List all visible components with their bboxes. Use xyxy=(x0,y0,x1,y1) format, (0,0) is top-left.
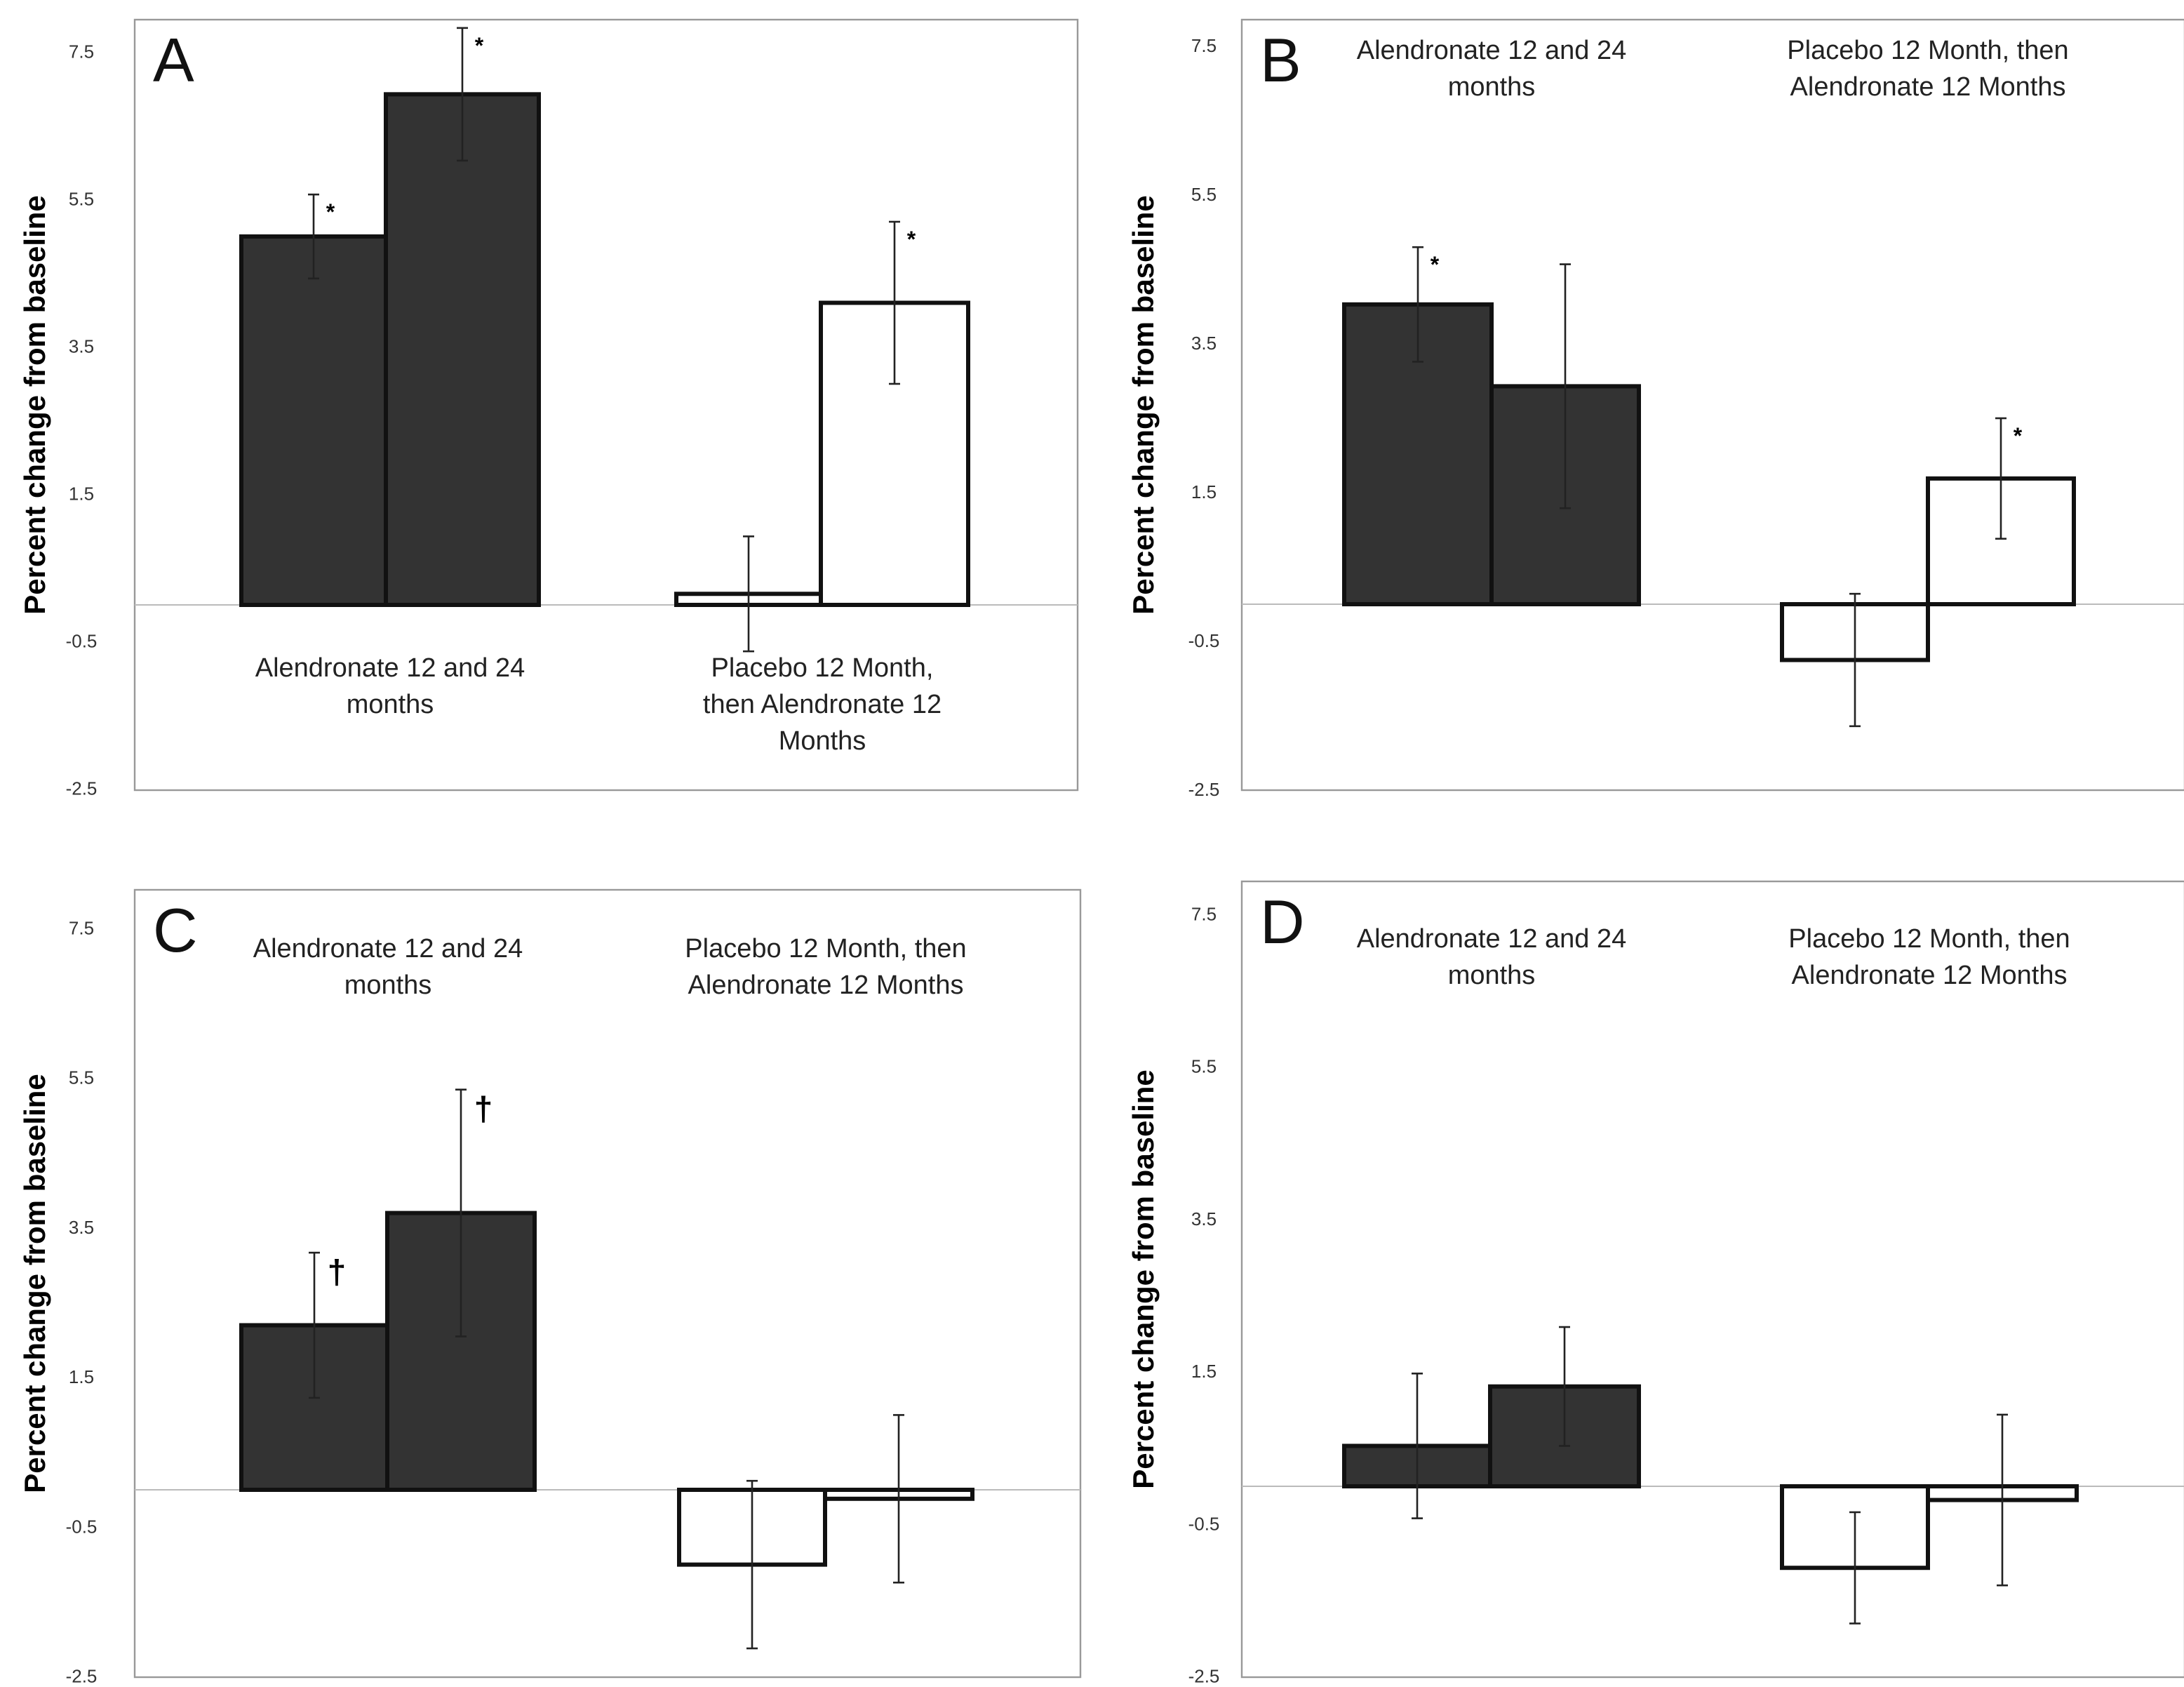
y-tick-label: 5.5 xyxy=(1191,184,1217,205)
plot-area-border xyxy=(1240,880,2184,1679)
significance-marker: * xyxy=(2014,423,2023,448)
category-label: Alendronate 12 and 24 xyxy=(1357,924,1627,954)
plot-area-border xyxy=(1240,18,2184,792)
y-tick-label: -2.5 xyxy=(1188,1666,1220,1687)
significance-marker: * xyxy=(1431,252,1440,277)
category-label: Alendronate 12 Months xyxy=(1790,72,2066,102)
y-tick-label: -0.5 xyxy=(66,631,98,652)
category-label: months xyxy=(344,971,432,1000)
y-tick-label: 1.5 xyxy=(69,484,94,505)
panel-label: C xyxy=(153,895,198,965)
significance-marker: † xyxy=(474,1091,493,1128)
y-tick-label: 1.5 xyxy=(1191,1361,1217,1382)
significance-marker: * xyxy=(475,33,484,58)
y-tick-label: -0.5 xyxy=(1188,1513,1220,1534)
bar xyxy=(384,92,541,608)
category-label: months xyxy=(1448,961,1536,990)
y-tick-label: 1.5 xyxy=(1191,481,1217,502)
y-tick-label: 5.5 xyxy=(69,189,94,210)
y-tick-label: 7.5 xyxy=(69,918,94,939)
category-label: Placebo 12 Month, xyxy=(711,653,934,683)
y-axis-label: Percent change from baseline xyxy=(1127,1069,1160,1489)
panel-label: B xyxy=(1260,25,1301,95)
y-tick-label: -2.5 xyxy=(66,1666,98,1687)
category-label: Placebo 12 Month, then xyxy=(685,934,966,963)
y-tick-label: 5.5 xyxy=(1191,1056,1217,1077)
y-axis-label: Percent change from baseline xyxy=(1127,195,1160,615)
y-tick-label: -0.5 xyxy=(1188,630,1220,651)
y-tick-label: -2.5 xyxy=(66,778,98,799)
category-label: Alendronate 12 and 24 xyxy=(255,653,525,683)
category-label: Months xyxy=(779,726,866,756)
panel-label: A xyxy=(153,25,194,95)
y-tick-label: 7.5 xyxy=(69,41,94,62)
category-label: months xyxy=(347,690,434,719)
significance-marker: † xyxy=(328,1254,347,1291)
plot-area-border xyxy=(133,888,1082,1679)
y-tick-label: -2.5 xyxy=(1188,779,1220,800)
category-label: Alendronate 12 and 24 xyxy=(1357,36,1627,65)
y-tick-label: 1.5 xyxy=(69,1366,94,1387)
plot-area-border xyxy=(133,18,1079,792)
y-tick-label: -0.5 xyxy=(66,1516,98,1537)
category-label: Placebo 12 Month, then xyxy=(1787,36,2068,65)
significance-marker: * xyxy=(907,227,916,252)
y-tick-label: 3.5 xyxy=(69,336,94,357)
category-label: Alendronate 12 and 24 xyxy=(253,934,523,963)
y-tick-label: 7.5 xyxy=(1191,35,1217,56)
y-tick-label: 3.5 xyxy=(1191,333,1217,354)
category-label: Alendronate 12 Months xyxy=(688,971,964,1000)
category-label: Alendronate 12 Months xyxy=(1792,961,2068,990)
y-tick-label: 3.5 xyxy=(69,1217,94,1238)
y-tick-label: 3.5 xyxy=(1191,1208,1217,1229)
category-label: Placebo 12 Month, then xyxy=(1788,924,2070,954)
category-label: months xyxy=(1448,72,1536,102)
y-axis-label: Percent change from baseline xyxy=(18,1074,51,1493)
y-tick-label: 5.5 xyxy=(69,1067,94,1088)
significance-marker: * xyxy=(326,199,335,225)
y-tick-label: 7.5 xyxy=(1191,904,1217,925)
category-label: then Alendronate 12 xyxy=(703,690,942,719)
panel-label: D xyxy=(1260,887,1305,956)
y-axis-label: Percent change from baseline xyxy=(18,195,51,615)
bar xyxy=(239,234,388,607)
